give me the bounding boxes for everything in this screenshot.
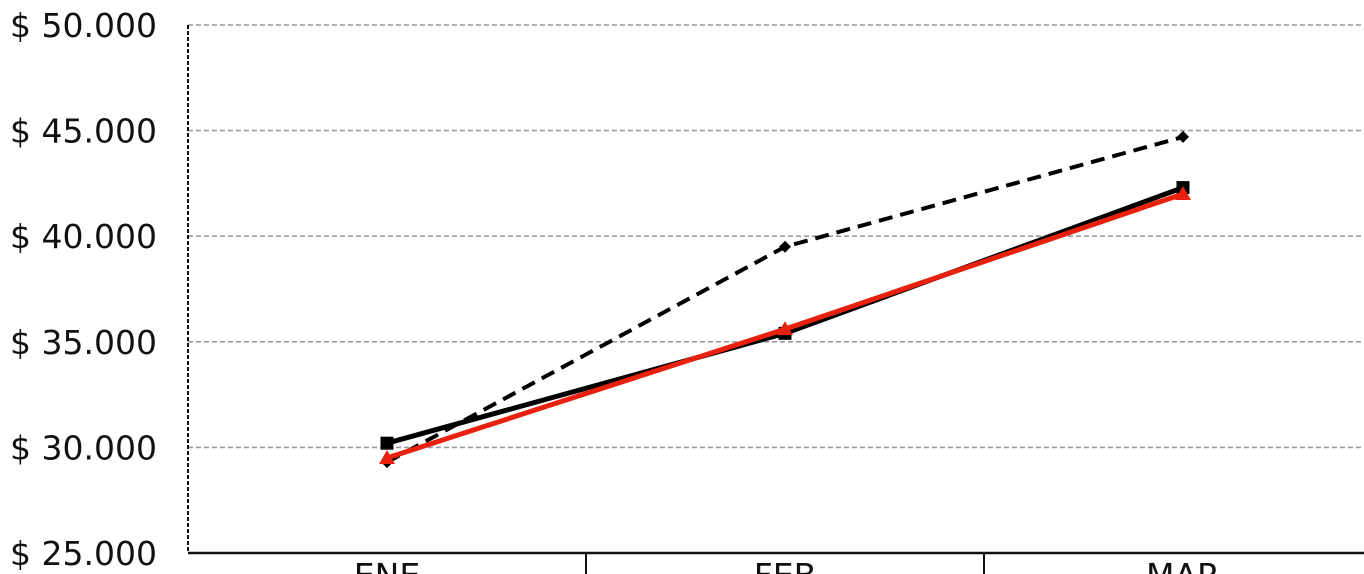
y-axis-tick-labels: $ 25.000 $ 30.000 $ 35.000 $ 40.000 $ 45.000… — [10, 6, 157, 573]
x-tick-label: MAR — [1146, 556, 1220, 574]
gridlines — [188, 24, 1364, 449]
data-point-marker — [1175, 185, 1191, 200]
data-point-marker — [777, 321, 793, 336]
series-line-2 — [386, 135, 1184, 464]
x-tick-label: ENE — [354, 556, 420, 574]
axes — [187, 25, 1364, 574]
data-point-marker — [379, 449, 395, 464]
data-point-marker — [1177, 130, 1189, 143]
x-axis-tick-labels: ENE FEB MAR — [354, 556, 1220, 574]
series-line-1 — [386, 185, 1184, 446]
y-tick-label: $ 25.000 — [10, 534, 157, 573]
y-tick-label: $ 30.000 — [10, 428, 157, 467]
y-tick-label: $ 45.000 — [10, 112, 157, 151]
x-tick-label: FEB — [754, 556, 816, 574]
data-point-marker — [380, 436, 394, 450]
y-tick-label: $ 40.000 — [10, 217, 157, 256]
series-lines — [379, 130, 1191, 469]
data-point-marker — [779, 240, 791, 253]
y-tick-label: $ 50.000 — [10, 6, 157, 45]
y-tick-label: $ 35.000 — [10, 323, 157, 362]
